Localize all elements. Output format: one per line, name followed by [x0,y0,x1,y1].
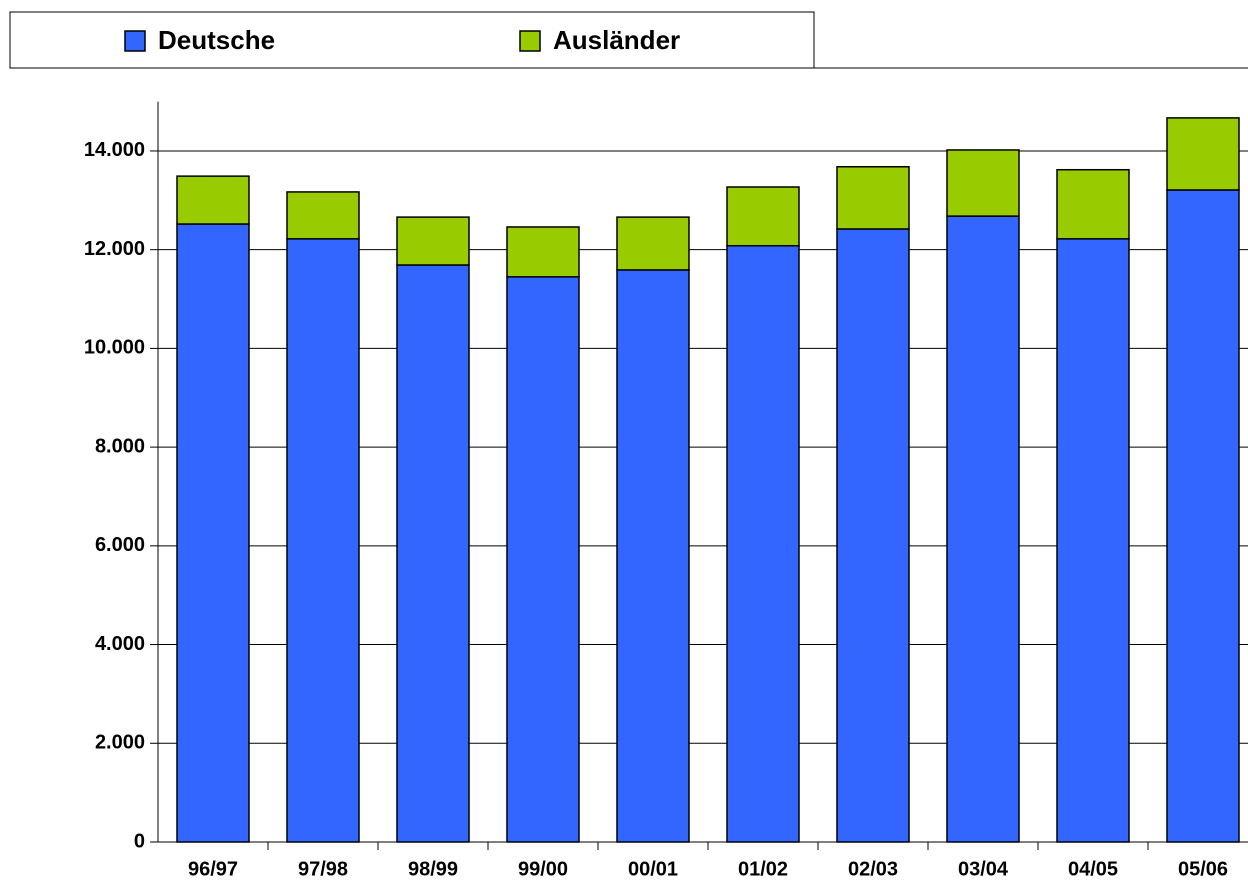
legend-label: Ausländer [553,25,680,55]
x-tick-label: 02/03 [848,858,898,880]
bar-segment [286,238,360,843]
y-tick-label: 8.000 [95,435,145,457]
x-tick-label: 97/98 [298,858,348,880]
bar-segment [726,186,800,247]
bar-segment [1056,238,1130,843]
bar-segment [176,175,250,225]
legend-swatch [519,30,541,52]
bar-segment [396,264,470,843]
bar-segment [616,269,690,843]
x-tick-label: 04/05 [1068,858,1118,880]
y-tick-label: 12.000 [84,238,145,260]
x-tick-label: 03/04 [958,858,1009,880]
bar-segment [506,226,580,278]
bar-segment [836,166,910,230]
bar-segment [176,223,250,843]
x-tick-label: 98/99 [408,858,458,880]
y-tick-label: 4.000 [95,633,145,655]
x-tick-label: 01/02 [738,858,788,880]
bar-segment [836,228,910,843]
x-tick-label: 96/97 [188,858,238,880]
bar-segment [726,244,800,843]
bar-segment [506,276,580,843]
y-tick-label: 6.000 [95,534,145,556]
x-tick-label: 99/00 [518,858,568,880]
bar-segment [946,149,1020,217]
bar-segment [616,216,690,271]
y-tick-label: 2.000 [95,732,145,754]
x-tick-label: 00/01 [628,858,678,880]
y-tick-label: 0 [134,830,145,852]
bar-segment [1166,117,1240,191]
bar-segment [1056,168,1130,240]
bar-segment [946,215,1020,843]
bar-segment [1166,189,1240,843]
y-tick-label: 14.000 [84,139,145,161]
y-tick-label: 10.000 [84,337,145,359]
bar-segment [286,191,360,240]
x-tick-label: 05/06 [1178,858,1228,880]
bar-segment [396,216,470,266]
legend-label: Deutsche [158,25,275,55]
legend-swatch [124,30,146,52]
